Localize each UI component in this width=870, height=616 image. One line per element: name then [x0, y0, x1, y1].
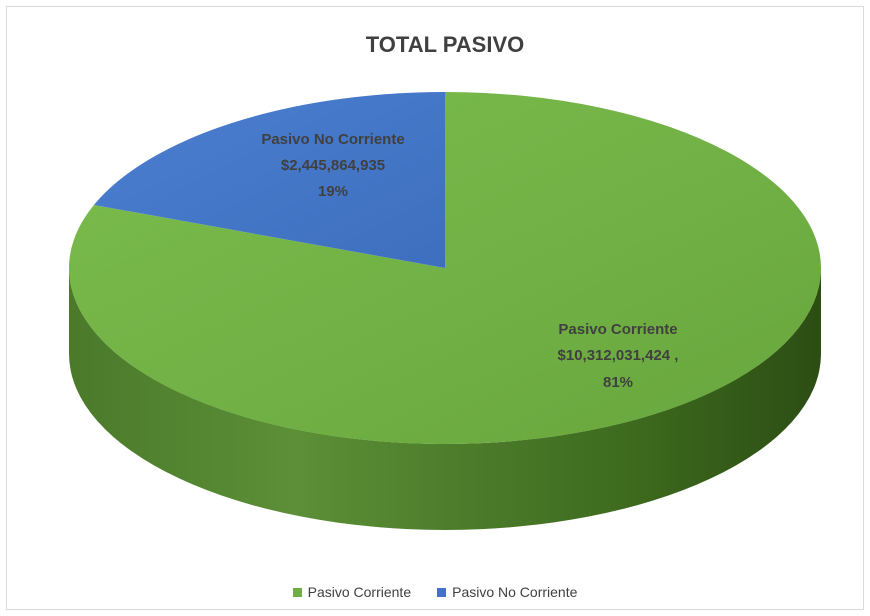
pie-side-wall	[69, 268, 821, 530]
data-label-name: Pasivo No Corriente	[261, 131, 404, 148]
data-label-value: $2,445,864,935	[281, 157, 385, 174]
data-label-value: $10,312,031,424 ,	[558, 347, 679, 364]
legend-label: Pasivo No Corriente	[452, 584, 578, 600]
legend-swatch-blue	[437, 587, 447, 597]
legend-swatch-green	[292, 587, 302, 597]
data-label-percent: 81%	[603, 374, 633, 391]
legend: Pasivo Corriente Pasivo No Corriente	[0, 580, 870, 604]
pie-slice-pasivo-corriente	[68, 92, 821, 444]
pie-slices	[68, 92, 821, 444]
data-label-pasivo-corriente: Pasivo Corriente $10,312,031,424 , 81%	[558, 321, 679, 391]
pie-side-wall-segment	[69, 268, 821, 530]
data-label-pasivo-no-corriente: Pasivo No Corriente $2,445,864,935 19%	[261, 131, 404, 200]
legend-item-pasivo-no-corriente: Pasivo No Corriente	[437, 584, 577, 600]
pie-slice-pasivo-no-corriente	[93, 92, 445, 268]
legend-item-pasivo-corriente: Pasivo Corriente	[292, 584, 412, 600]
data-label-percent: 19%	[318, 183, 348, 200]
data-label-name: Pasivo Corriente	[558, 321, 677, 338]
legend-label: Pasivo Corriente	[307, 584, 412, 600]
chart-title: TOTAL PASIVO	[366, 32, 525, 57]
